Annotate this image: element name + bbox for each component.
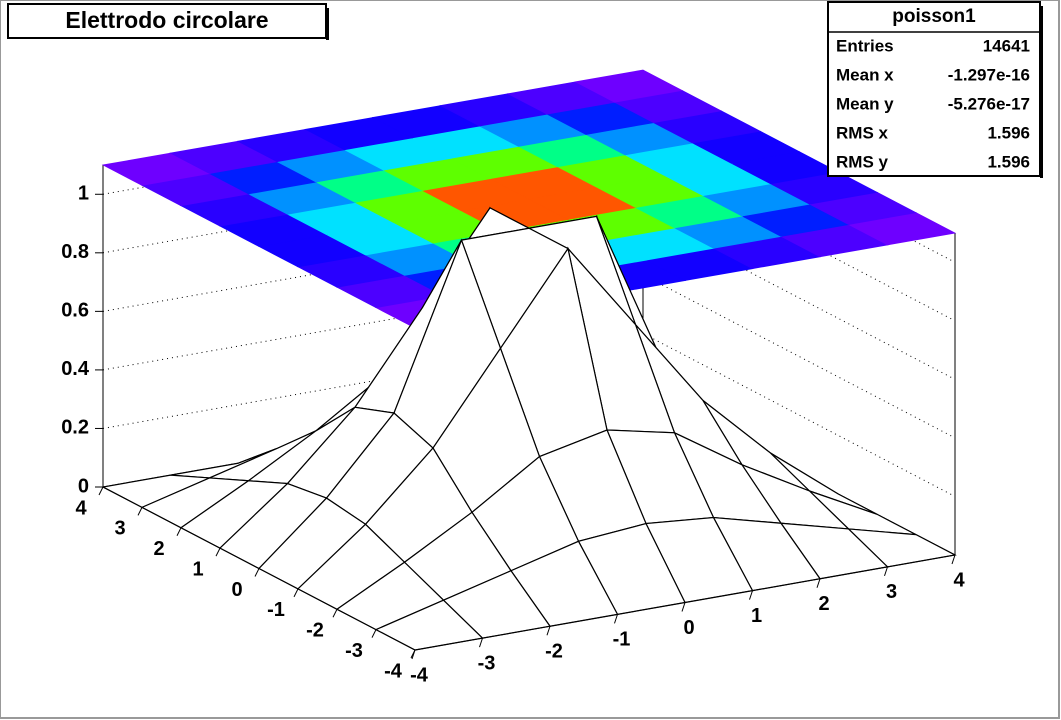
stats-name: poisson1: [892, 6, 976, 27]
stats-value: 14641: [983, 36, 1030, 55]
y-tick-label: -2: [306, 620, 324, 642]
stats-box: poisson1 Entries 14641 Mean x -1.297e-16 Mea…: [827, 1, 1043, 178]
x-tick-label: 4: [953, 569, 965, 591]
x-tick-label: -4: [410, 664, 429, 686]
y-tick: [176, 527, 182, 536]
x-tick-label: 0: [683, 617, 694, 639]
stats-value: -1.297e-16: [948, 65, 1030, 84]
x-tick: [681, 602, 686, 612]
stats-value: 1.596: [987, 123, 1030, 142]
y-tick: [371, 629, 377, 638]
y-tick: [137, 507, 143, 516]
x-tick-label: -1: [613, 629, 631, 651]
stats-label: Entries: [836, 36, 894, 55]
x-tick: [951, 554, 956, 565]
y-tick-label: 2: [153, 538, 164, 560]
y-tick-label: -4: [384, 660, 403, 682]
y-tick: [293, 588, 299, 598]
x-tick-label: -3: [478, 652, 496, 674]
x-tick-label: -2: [545, 641, 563, 663]
y-tick-label: -1: [267, 599, 285, 621]
y-tick-label: 1: [192, 558, 203, 580]
z-tick-label: 0.8: [61, 241, 89, 263]
z-tick-label: 1: [78, 183, 89, 205]
x-tick: [749, 590, 753, 600]
y-tick: [410, 649, 416, 659]
title-box: Elettrodo circolare: [7, 3, 329, 40]
z-tick-label: 0.6: [61, 300, 89, 322]
y-tick: [254, 568, 260, 577]
y-tick-label: -3: [345, 640, 363, 662]
contour-cell: [574, 69, 684, 103]
y-tick: [98, 486, 104, 496]
x-tick: [479, 637, 483, 648]
z-tick-label: 0: [78, 475, 89, 497]
x-tick-label: 1: [751, 605, 762, 627]
title-frame: [7, 3, 327, 39]
x-tick: [884, 566, 888, 577]
stats-shadow: [1040, 6, 1043, 178]
stats-label: RMS x: [836, 123, 889, 142]
x-tick: [614, 614, 618, 624]
title-shadow: [326, 8, 329, 40]
x-tick-label: 3: [886, 581, 897, 603]
stats-frame: [827, 1, 1041, 177]
stats-label: Mean x: [836, 65, 894, 84]
y-tick: [332, 609, 338, 618]
x-tick-label: 2: [818, 593, 829, 615]
y-tick-label: 3: [114, 518, 125, 540]
x-tick: [816, 578, 821, 588]
y-tick: [215, 547, 221, 557]
chart-title: Elettrodo circolare: [65, 7, 268, 33]
stats-label: Mean y: [836, 94, 894, 113]
x-tick: [546, 626, 551, 636]
stats-value: 1.596: [987, 152, 1030, 171]
plot-area: 0 0.2 0.4 0.6 0.8 1 -4 -3 -2 -1 0 1 2 3 4 -4 -3 -2 -1 0 1 2 3 4: [61, 69, 965, 686]
y-tick-label: 4: [75, 497, 87, 519]
y-tick-label: 0: [231, 579, 242, 601]
z-tick-label: 0.2: [61, 417, 89, 439]
z-tick-label: 0.4: [61, 358, 90, 380]
stats-label: RMS y: [836, 152, 889, 171]
stats-value: -5.276e-17: [948, 94, 1030, 113]
